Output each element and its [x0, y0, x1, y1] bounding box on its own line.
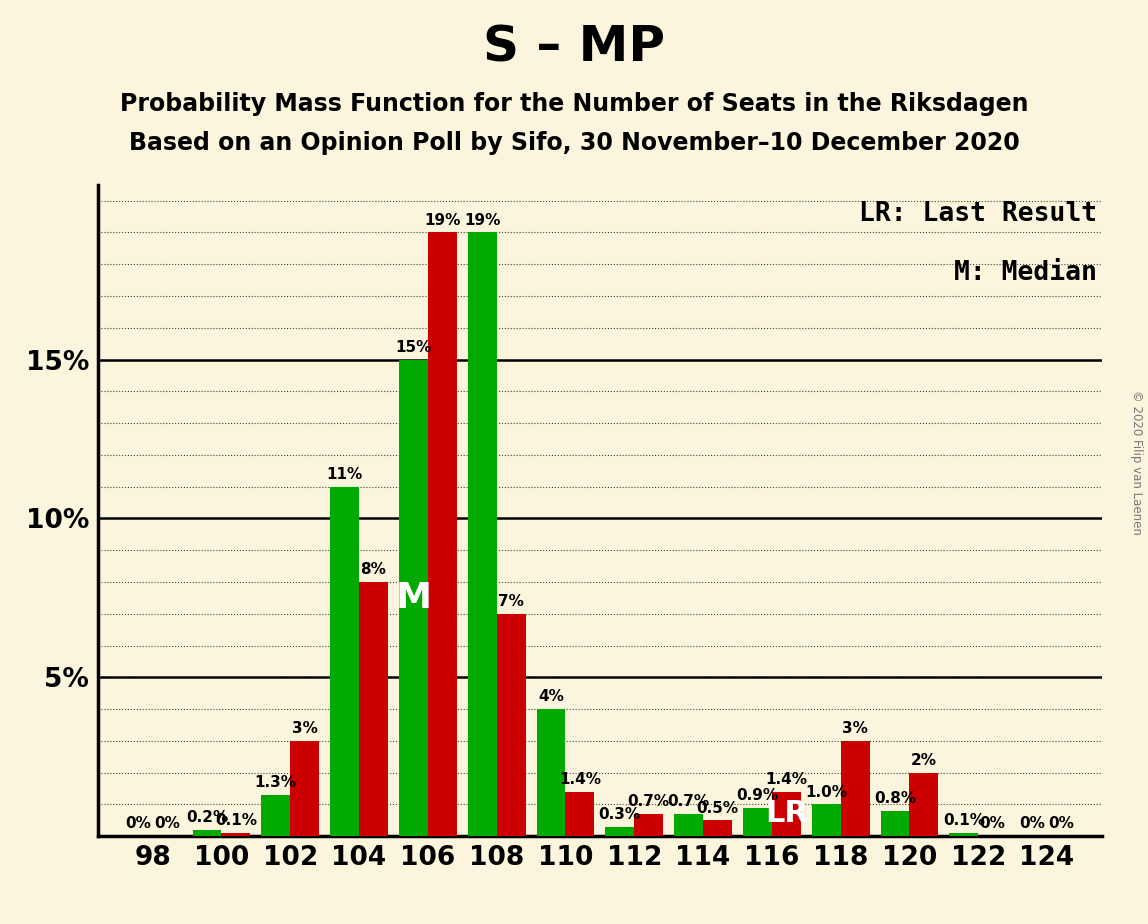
Text: M: M: [395, 581, 432, 614]
Text: 3%: 3%: [292, 721, 318, 736]
Bar: [909, 772, 938, 836]
Text: 7%: 7%: [498, 594, 523, 609]
Bar: [331, 487, 359, 836]
Bar: [634, 814, 664, 836]
Text: 0%: 0%: [1019, 817, 1046, 832]
Text: 0.5%: 0.5%: [697, 800, 738, 816]
Text: 3%: 3%: [843, 721, 868, 736]
Text: 15%: 15%: [395, 340, 432, 355]
Bar: [222, 833, 250, 836]
Text: LR: Last Result: LR: Last Result: [859, 201, 1097, 227]
Text: © 2020 Filip van Laenen: © 2020 Filip van Laenen: [1130, 390, 1143, 534]
Text: Based on an Opinion Poll by Sifo, 30 November–10 December 2020: Based on an Opinion Poll by Sifo, 30 Nov…: [129, 131, 1019, 155]
Text: Probability Mass Function for the Number of Seats in the Riksdagen: Probability Mass Function for the Number…: [119, 92, 1029, 116]
Bar: [536, 709, 566, 836]
Text: 1.0%: 1.0%: [805, 784, 847, 799]
Bar: [262, 795, 290, 836]
Text: 0.7%: 0.7%: [628, 795, 669, 809]
Text: M: Median: M: Median: [954, 260, 1097, 286]
Text: 1.3%: 1.3%: [255, 775, 297, 790]
Bar: [428, 233, 457, 836]
Bar: [359, 582, 388, 836]
Bar: [467, 233, 497, 836]
Text: LR: LR: [765, 799, 808, 829]
Bar: [605, 827, 634, 836]
Bar: [812, 805, 840, 836]
Text: 0.8%: 0.8%: [874, 791, 916, 806]
Text: 0.2%: 0.2%: [186, 810, 228, 825]
Bar: [566, 792, 595, 836]
Text: 4%: 4%: [538, 689, 564, 704]
Text: 0.1%: 0.1%: [943, 813, 985, 828]
Bar: [674, 814, 703, 836]
Text: 1.4%: 1.4%: [559, 772, 600, 787]
Bar: [290, 741, 319, 836]
Text: 0%: 0%: [1048, 817, 1075, 832]
Text: 0%: 0%: [154, 817, 180, 832]
Bar: [703, 821, 732, 836]
Bar: [949, 833, 978, 836]
Text: 19%: 19%: [424, 213, 460, 227]
Text: 0.9%: 0.9%: [736, 788, 778, 803]
Bar: [881, 810, 909, 836]
Text: 0%: 0%: [979, 817, 1006, 832]
Text: 8%: 8%: [360, 562, 387, 578]
Text: 0%: 0%: [125, 817, 152, 832]
Bar: [771, 792, 800, 836]
Bar: [497, 614, 526, 836]
Text: 0.7%: 0.7%: [667, 795, 709, 809]
Text: S – MP: S – MP: [483, 23, 665, 71]
Text: 0.1%: 0.1%: [215, 813, 257, 828]
Text: 2%: 2%: [910, 753, 937, 768]
Bar: [840, 741, 869, 836]
Text: 0.3%: 0.3%: [599, 807, 641, 822]
Text: 19%: 19%: [464, 213, 501, 227]
Bar: [743, 808, 771, 836]
Text: 1.4%: 1.4%: [766, 772, 807, 787]
Bar: [193, 830, 222, 836]
Text: 11%: 11%: [326, 467, 363, 482]
Bar: [400, 359, 428, 836]
